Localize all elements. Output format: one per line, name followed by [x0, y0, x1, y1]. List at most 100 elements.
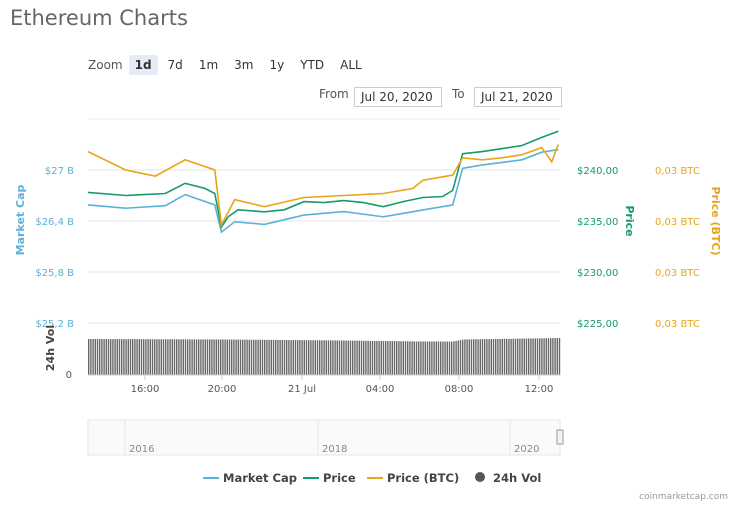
price-tick: $225,00 — [577, 319, 618, 330]
zoom-3m-button[interactable]: 3m — [228, 55, 260, 75]
volume-tick: 0 — [66, 370, 72, 381]
volume-bar — [352, 340, 354, 375]
volume-bar — [418, 341, 420, 375]
from-date-input[interactable]: Jul 20, 2020 — [354, 87, 442, 107]
volume-bar — [250, 339, 253, 375]
volume-bar — [305, 340, 308, 375]
volume-bar — [343, 340, 345, 375]
volume-bar — [156, 339, 158, 375]
volume-bar — [363, 340, 365, 375]
volume-bar — [539, 338, 541, 375]
volume-bar — [301, 340, 303, 375]
volume-bar — [281, 339, 283, 375]
volume-bar — [277, 339, 279, 375]
volume-bar — [167, 339, 169, 375]
volume-bar — [127, 339, 129, 375]
volume-bar — [228, 339, 231, 375]
volume-bar — [202, 339, 204, 375]
volume-bar — [519, 338, 521, 375]
volume-bar — [391, 341, 393, 375]
volume-bar — [292, 340, 294, 375]
volume-bar — [558, 338, 561, 375]
volume-bar — [528, 338, 530, 375]
price-tick: $240,00 — [577, 166, 618, 177]
volume-bar — [369, 340, 371, 375]
zoom-all-button[interactable]: ALL — [334, 55, 368, 75]
volume-bar — [325, 340, 327, 375]
volume-bar — [226, 339, 228, 375]
volume-bar — [99, 339, 101, 375]
zoom-7d-button[interactable]: 7d — [161, 55, 189, 75]
volume-bar — [451, 341, 453, 375]
volume-bar — [525, 338, 528, 375]
volume-bar — [297, 340, 299, 375]
volume-bar — [400, 341, 402, 375]
volume-bar — [140, 339, 143, 375]
zoom-1d-button[interactable]: 1d — [128, 55, 158, 75]
legend-item[interactable]: Price — [323, 471, 356, 485]
volume-bar — [211, 339, 213, 375]
volume-bar — [312, 340, 314, 375]
volume-bar — [545, 338, 547, 375]
series-line-price — [87, 130, 559, 230]
volume-bar — [532, 338, 534, 375]
volume-bar — [510, 338, 512, 375]
market-cap-tick: $25,2 B — [35, 319, 74, 330]
volume-bar — [409, 341, 411, 375]
volume-bar — [233, 339, 235, 375]
volume-bar — [195, 339, 198, 375]
volume-bar — [407, 341, 409, 375]
volume-bar — [411, 341, 413, 375]
volume-bar — [360, 340, 363, 375]
volume-bar — [244, 339, 246, 375]
volume-bar — [149, 339, 151, 375]
volume-bar — [446, 341, 448, 375]
zoom-1y-button[interactable]: 1y — [263, 55, 291, 75]
volume-bar — [125, 339, 127, 375]
volume-bar — [118, 339, 121, 375]
legend-volume-icon — [475, 472, 485, 482]
volume-bar — [453, 341, 455, 375]
x-tick-label: 16:00 — [131, 384, 160, 395]
volume-bar — [499, 338, 501, 375]
volume-bar — [235, 339, 237, 375]
volume-bar — [495, 339, 497, 375]
volume-bar — [213, 339, 215, 375]
volume-bar — [512, 338, 514, 375]
volume-bar — [385, 341, 387, 375]
to-date-input[interactable]: Jul 21, 2020 — [474, 87, 562, 107]
volume-bar — [543, 338, 545, 375]
volume-bar — [506, 338, 508, 375]
volume-bar — [330, 340, 332, 375]
volume-bar — [459, 340, 462, 375]
market-cap-tick: $27 B — [45, 166, 74, 177]
volume-bar — [402, 341, 404, 375]
legend-item[interactable]: Market Cap — [223, 471, 297, 485]
to-label: To — [452, 87, 465, 101]
volume-bar — [541, 338, 543, 375]
volume-bar — [132, 339, 134, 375]
volume-bar — [101, 339, 103, 375]
zoom-1m-button[interactable]: 1m — [192, 55, 225, 75]
volume-bar — [327, 340, 330, 375]
navigator-label: 2016 — [129, 444, 154, 455]
navigator-handle[interactable] — [556, 429, 564, 445]
zoom-ytd-button[interactable]: YTD — [294, 55, 331, 75]
volume-bar — [426, 341, 429, 375]
volume-bar — [134, 339, 136, 375]
volume-bar — [147, 339, 149, 375]
volume-bar — [554, 338, 556, 375]
volume-bar — [129, 339, 132, 375]
volume-bar — [490, 339, 492, 375]
volume-bar — [266, 339, 268, 375]
legend-item[interactable]: Price (BTC) — [387, 471, 459, 485]
volume-bar — [448, 341, 451, 375]
legend-item[interactable]: 24h Vol — [493, 471, 541, 485]
volume-bar — [88, 339, 90, 375]
volume-bar — [180, 339, 182, 375]
volume-bar — [248, 339, 250, 375]
volume-bar — [187, 339, 189, 375]
volume-bar — [145, 339, 147, 375]
volume-bar — [261, 339, 264, 375]
